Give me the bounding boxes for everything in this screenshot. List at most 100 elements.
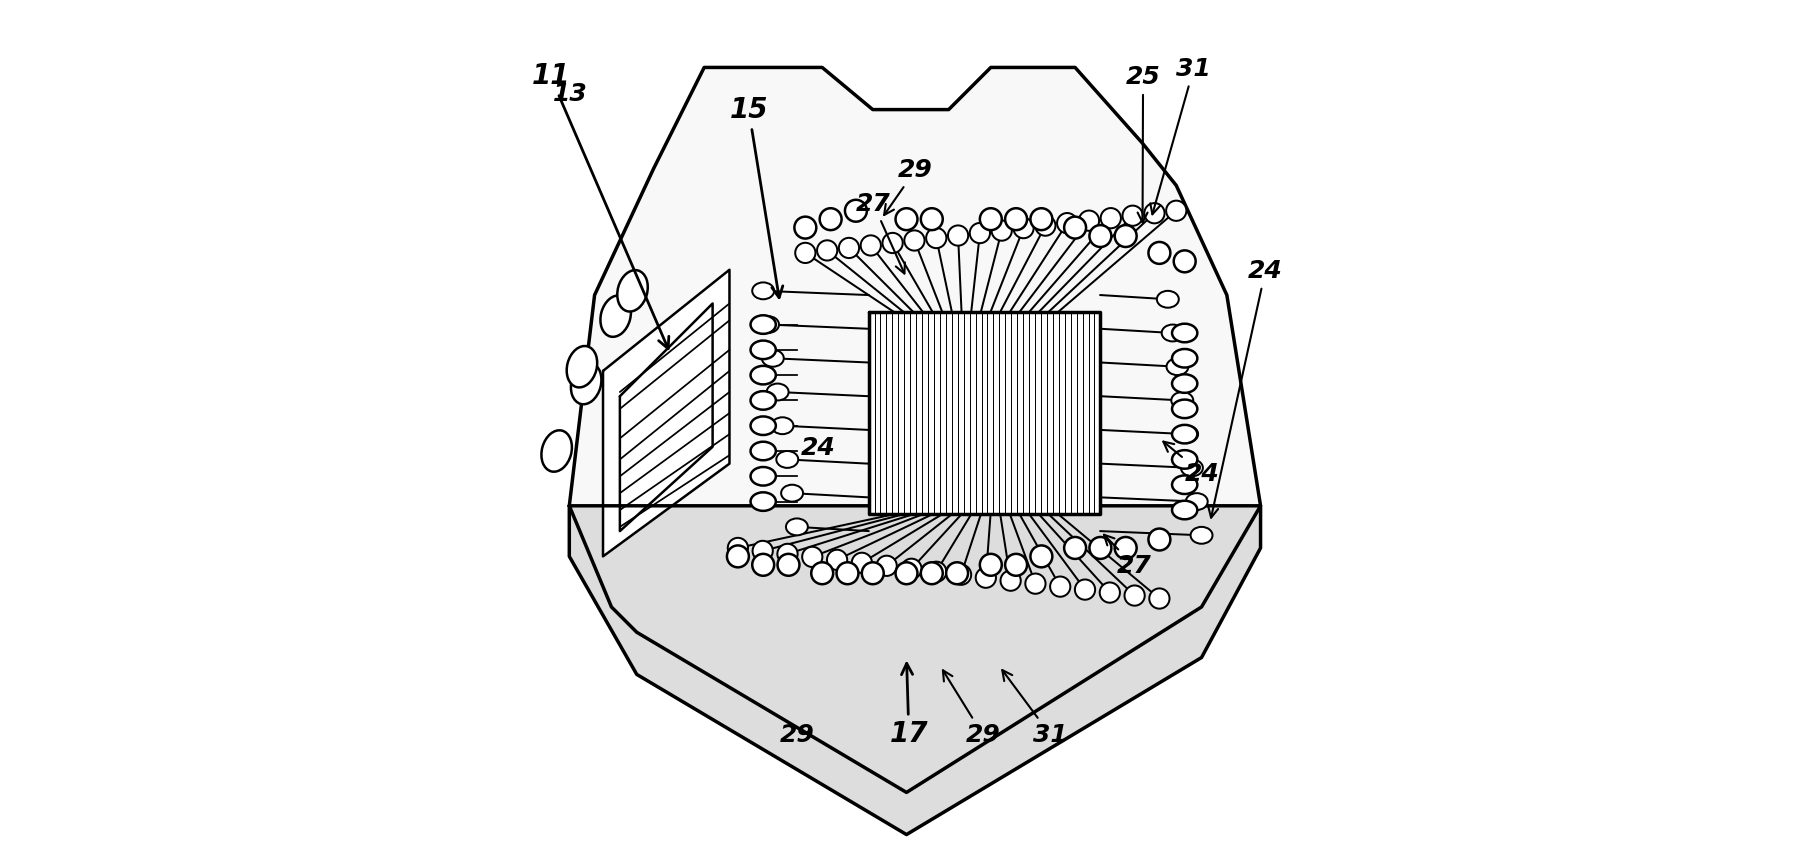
Polygon shape bbox=[604, 270, 729, 556]
Ellipse shape bbox=[1144, 203, 1164, 223]
Ellipse shape bbox=[1030, 545, 1052, 567]
Ellipse shape bbox=[751, 416, 776, 435]
Ellipse shape bbox=[852, 553, 872, 573]
Ellipse shape bbox=[1191, 527, 1213, 544]
Ellipse shape bbox=[751, 442, 776, 460]
Ellipse shape bbox=[1064, 537, 1086, 559]
Text: 24: 24 bbox=[1164, 442, 1220, 486]
Ellipse shape bbox=[926, 228, 946, 248]
Polygon shape bbox=[569, 67, 1260, 792]
Ellipse shape bbox=[751, 315, 776, 334]
Text: 24: 24 bbox=[801, 436, 836, 460]
Ellipse shape bbox=[758, 316, 780, 333]
Ellipse shape bbox=[901, 559, 921, 579]
Ellipse shape bbox=[1171, 400, 1197, 418]
Ellipse shape bbox=[751, 391, 776, 410]
Ellipse shape bbox=[772, 417, 794, 434]
Ellipse shape bbox=[1030, 208, 1052, 230]
Ellipse shape bbox=[1090, 537, 1111, 559]
Ellipse shape bbox=[781, 485, 803, 502]
Text: 31: 31 bbox=[1149, 56, 1211, 214]
Ellipse shape bbox=[836, 562, 858, 584]
Ellipse shape bbox=[921, 208, 943, 230]
Ellipse shape bbox=[767, 384, 789, 400]
Ellipse shape bbox=[727, 538, 749, 558]
Ellipse shape bbox=[751, 492, 776, 511]
Ellipse shape bbox=[752, 554, 774, 576]
Ellipse shape bbox=[1122, 206, 1142, 226]
Ellipse shape bbox=[1157, 291, 1178, 308]
Ellipse shape bbox=[810, 562, 834, 584]
Text: 25: 25 bbox=[1126, 65, 1160, 223]
Ellipse shape bbox=[1171, 349, 1197, 368]
Ellipse shape bbox=[1079, 211, 1099, 231]
Ellipse shape bbox=[970, 223, 990, 243]
Ellipse shape bbox=[1001, 571, 1021, 591]
Ellipse shape bbox=[1013, 218, 1033, 239]
Ellipse shape bbox=[801, 547, 823, 567]
Ellipse shape bbox=[979, 554, 1003, 576]
Ellipse shape bbox=[926, 561, 946, 582]
Ellipse shape bbox=[776, 451, 798, 468]
Ellipse shape bbox=[1180, 459, 1202, 476]
Text: 13: 13 bbox=[553, 82, 587, 106]
Ellipse shape bbox=[876, 556, 897, 576]
Ellipse shape bbox=[751, 366, 776, 384]
Ellipse shape bbox=[751, 341, 776, 359]
Ellipse shape bbox=[1115, 225, 1137, 247]
Ellipse shape bbox=[1004, 208, 1026, 230]
Ellipse shape bbox=[1148, 242, 1171, 264]
Ellipse shape bbox=[1100, 208, 1120, 228]
Ellipse shape bbox=[1171, 501, 1197, 519]
Ellipse shape bbox=[1171, 450, 1197, 469]
Ellipse shape bbox=[600, 295, 631, 337]
Text: 29: 29 bbox=[943, 670, 1001, 747]
Ellipse shape bbox=[1026, 573, 1046, 593]
Ellipse shape bbox=[1100, 583, 1120, 603]
Ellipse shape bbox=[905, 230, 925, 250]
Ellipse shape bbox=[1171, 475, 1197, 494]
Ellipse shape bbox=[946, 562, 968, 584]
Ellipse shape bbox=[948, 225, 968, 245]
Ellipse shape bbox=[752, 541, 772, 561]
Ellipse shape bbox=[975, 567, 995, 588]
Ellipse shape bbox=[896, 562, 917, 584]
Ellipse shape bbox=[616, 270, 647, 312]
Ellipse shape bbox=[921, 562, 943, 584]
Ellipse shape bbox=[839, 238, 859, 258]
Ellipse shape bbox=[1173, 250, 1195, 272]
Ellipse shape bbox=[1177, 426, 1198, 443]
Ellipse shape bbox=[1075, 579, 1095, 599]
Text: 29: 29 bbox=[885, 158, 934, 215]
Ellipse shape bbox=[1171, 324, 1197, 342]
Text: 11: 11 bbox=[531, 62, 669, 349]
Ellipse shape bbox=[1115, 537, 1137, 559]
Text: 27: 27 bbox=[1104, 534, 1151, 578]
Ellipse shape bbox=[861, 235, 881, 255]
Text: 27: 27 bbox=[856, 191, 905, 273]
Ellipse shape bbox=[1162, 325, 1184, 341]
Ellipse shape bbox=[1124, 585, 1144, 605]
Ellipse shape bbox=[952, 565, 972, 585]
Text: 29: 29 bbox=[780, 722, 814, 747]
Ellipse shape bbox=[883, 233, 903, 253]
Ellipse shape bbox=[727, 545, 749, 567]
Ellipse shape bbox=[787, 518, 809, 535]
Ellipse shape bbox=[992, 221, 1012, 241]
Ellipse shape bbox=[761, 350, 783, 367]
Ellipse shape bbox=[979, 208, 1003, 230]
Ellipse shape bbox=[567, 346, 596, 388]
Ellipse shape bbox=[1166, 201, 1186, 221]
Ellipse shape bbox=[827, 550, 847, 570]
Ellipse shape bbox=[1004, 554, 1026, 576]
Text: 17: 17 bbox=[890, 663, 928, 748]
Ellipse shape bbox=[845, 200, 867, 222]
Ellipse shape bbox=[778, 544, 798, 564]
Ellipse shape bbox=[1171, 374, 1197, 393]
Ellipse shape bbox=[1171, 425, 1197, 443]
Ellipse shape bbox=[1035, 216, 1055, 236]
Ellipse shape bbox=[794, 217, 816, 239]
Polygon shape bbox=[868, 312, 1100, 514]
Text: 15: 15 bbox=[729, 96, 783, 298]
Ellipse shape bbox=[1050, 577, 1070, 597]
